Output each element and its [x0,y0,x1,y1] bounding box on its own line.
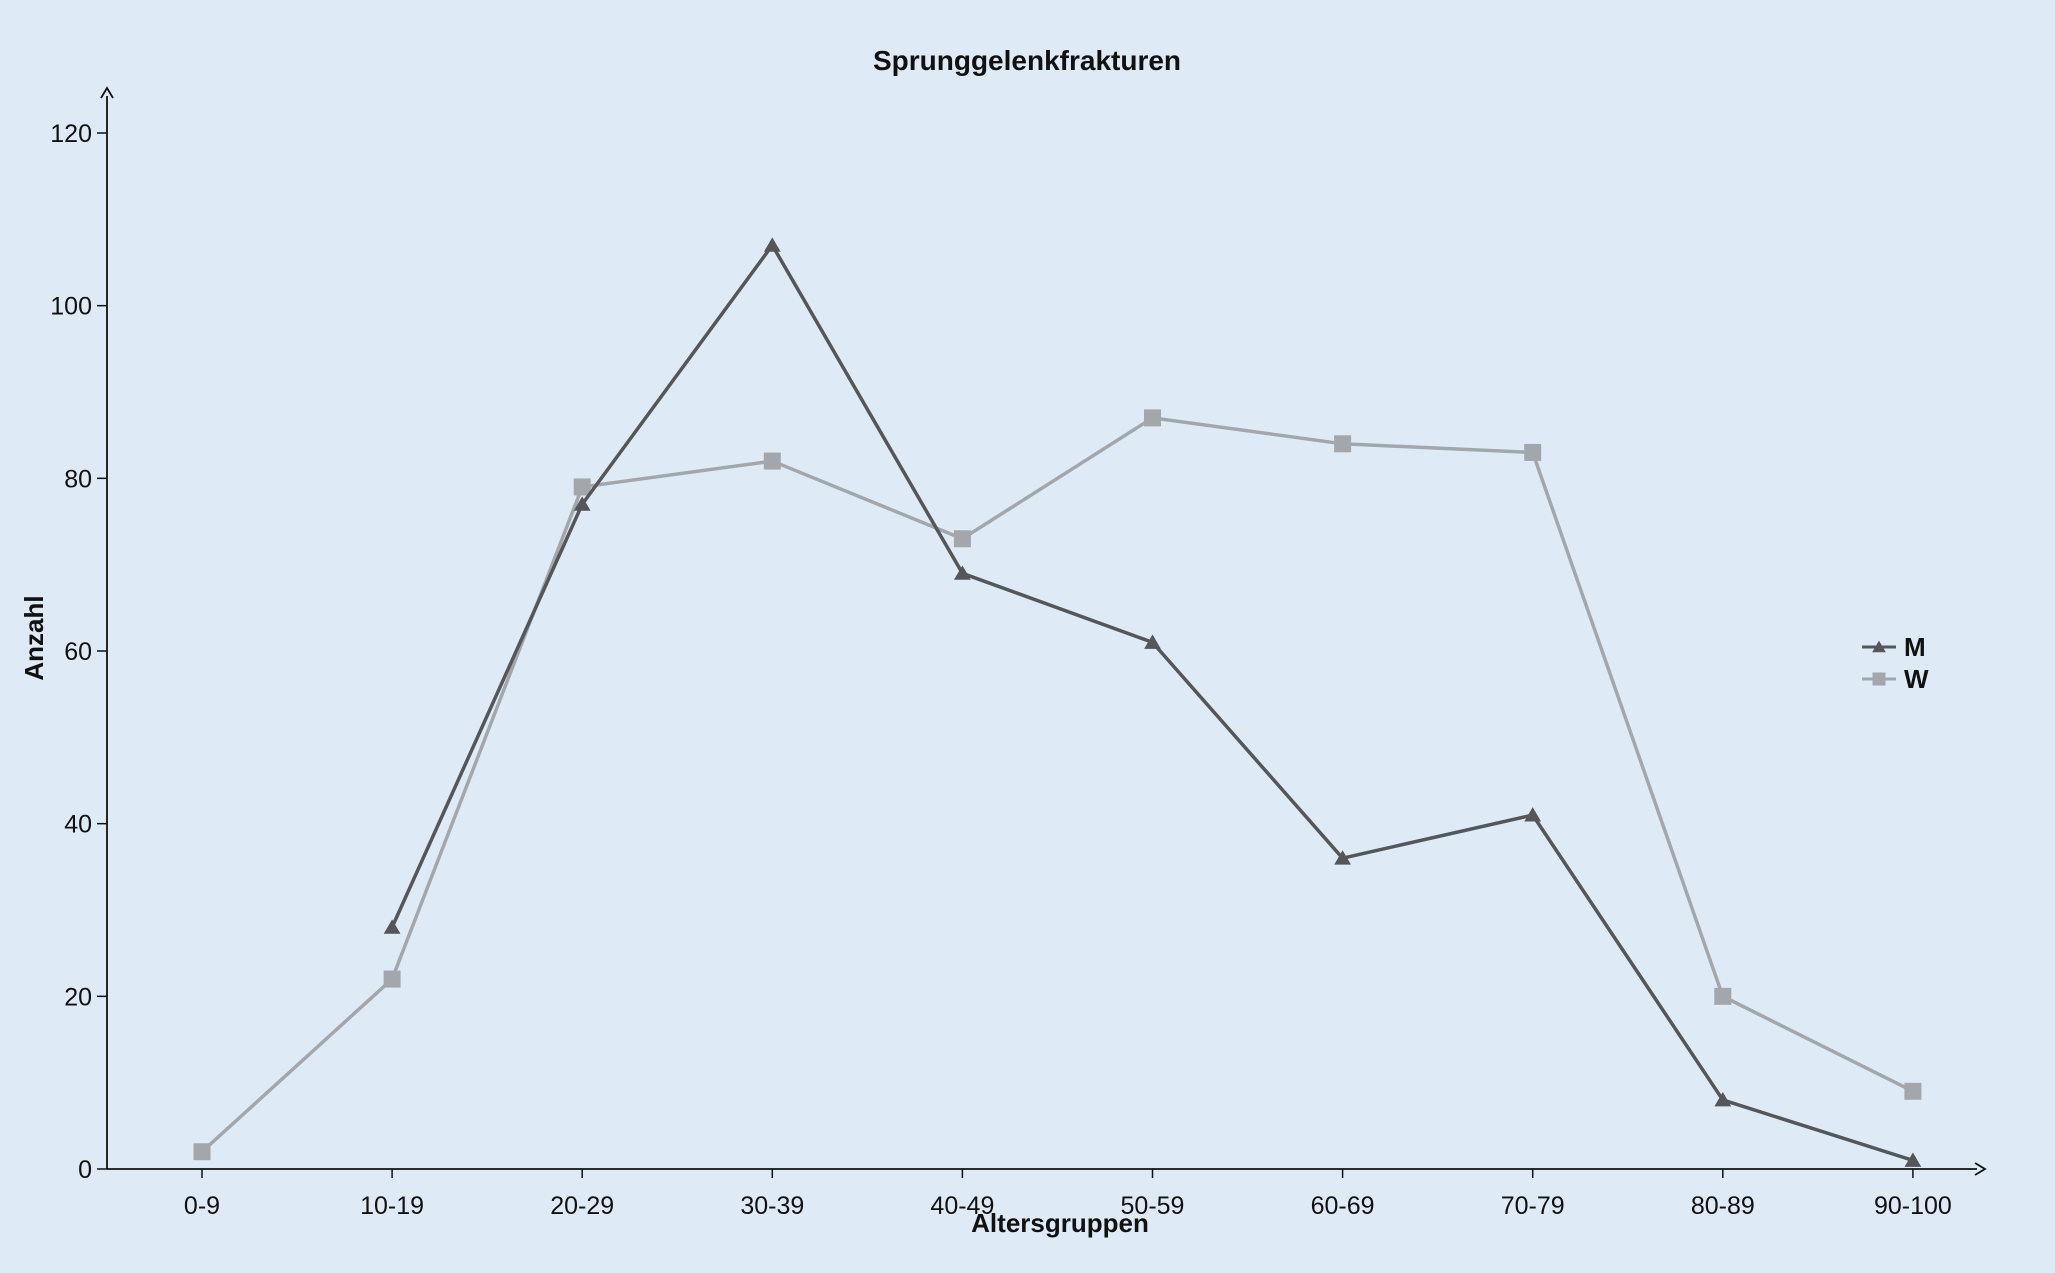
y-tick-label: 60 [64,638,92,666]
x-tick-label: 70-79 [1501,1192,1565,1220]
data-point [1872,640,1886,653]
legend-label: W [1904,664,1929,694]
data-point [1144,409,1161,427]
y-tick-label: 80 [64,465,92,493]
y-tick-label: 120 [50,120,92,148]
x-tick-label: 80-89 [1691,1192,1755,1220]
data-point [573,478,591,496]
series-w [193,409,1922,1161]
data-point [1524,807,1542,822]
data-point [1334,435,1352,453]
data-point [1144,634,1161,649]
y-axis-arrow [100,86,114,99]
data-point [1904,1152,1922,1167]
x-tick-label: 10-19 [360,1192,424,1220]
x-axis-arrow [1974,1162,1987,1176]
series-m [383,237,1922,1167]
data-point [1524,443,1542,461]
x-tick-label: 20-29 [550,1192,614,1220]
data-point [763,237,781,252]
legend-item-w: W [1862,664,1929,694]
legend: MW [1862,632,1929,694]
chart-title: Sprunggelenkfrakturen [873,45,1181,76]
data-point [953,530,971,548]
data-point [573,496,591,511]
y-tick-label: 0 [78,1156,92,1184]
data-point [1714,987,1732,1005]
x-ticks-group: 0-9 10-19 20-29 30-39 40-49 50-59 60-69 70-79 80… [184,1169,1952,1220]
legend-label: M [1904,632,1926,662]
x-tick-label: 90-100 [1874,1192,1952,1220]
data-point [1714,1092,1732,1107]
data-point [383,919,401,934]
data-point [763,452,781,470]
data-point [383,970,401,988]
y-tick-label: 100 [50,293,92,321]
y-tick-label: 20 [64,983,92,1011]
data-point [954,565,971,580]
y-axis-label: Anzahl [19,595,49,680]
x-tick-label: 40-49 [930,1192,994,1220]
x-tick-label: 50-59 [1121,1192,1185,1220]
x-tick-label: 60-69 [1311,1192,1375,1220]
legend-item-m: M [1862,632,1926,662]
series-layer [193,237,1922,1167]
series-line-w [200,416,1915,1154]
x-tick-label: 0-9 [184,1192,220,1220]
x-axis-label: Altersgruppen [971,1208,1149,1238]
y-ticks-group: 0 20 40 60 80 100 120 [50,120,107,1184]
data-point [193,1143,211,1161]
x-tick-label: 30-39 [740,1192,804,1220]
axes-group [100,86,1987,1176]
data-point [1872,672,1886,686]
data-point [1334,850,1351,865]
y-tick-label: 40 [64,811,92,839]
data-point [1904,1082,1922,1100]
